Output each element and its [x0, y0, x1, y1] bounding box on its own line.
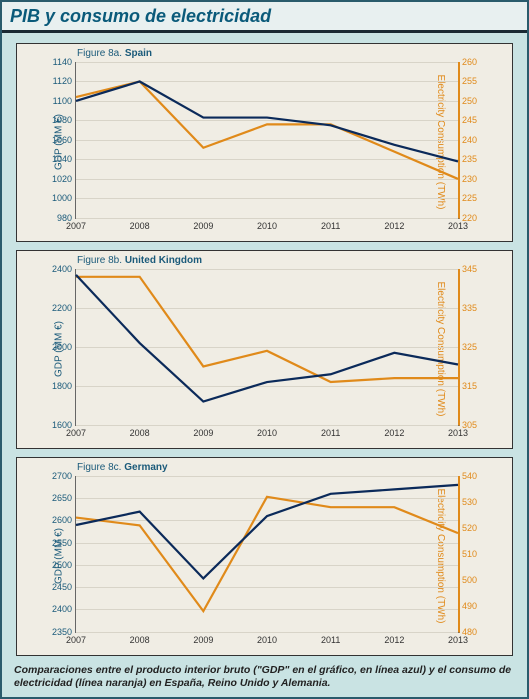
y-left-tick: 2450 [52, 582, 72, 592]
y-right-tick: 325 [462, 342, 477, 352]
line-layer [76, 269, 458, 425]
x-tick: 2011 [321, 428, 340, 438]
plot-area: 9801000102010401060108011001120114022022… [75, 62, 460, 219]
y-right-tick: 500 [462, 575, 477, 585]
y-left-tick: 1140 [53, 57, 72, 67]
x-tick: 2010 [257, 635, 277, 645]
y-left-tick: 1100 [53, 96, 72, 106]
chart-spain: Figure 8a. SpainGDP (MM €)Electricity Co… [16, 43, 513, 242]
y-left-tick: 2400 [52, 264, 72, 274]
y-left-tick: 1060 [52, 135, 72, 145]
charts-container: Figure 8a. SpainGDP (MM €)Electricity Co… [2, 33, 527, 660]
x-tick: 2007 [66, 428, 86, 438]
x-tick: 2013 [448, 635, 468, 645]
y-right-tick: 315 [462, 381, 477, 391]
y-right-tick: 245 [462, 115, 477, 125]
y-right-tick: 255 [462, 76, 477, 86]
y-left-tick: 2700 [52, 471, 72, 481]
plot-area: 2350240024502500255026002650270048049050… [75, 476, 460, 633]
line-layer [76, 62, 458, 218]
y-left-tick: 2000 [52, 342, 72, 352]
x-tick: 2009 [193, 428, 213, 438]
elec-line [76, 81, 458, 178]
y-left-tick: 2650 [52, 493, 72, 503]
x-tick: 2008 [130, 635, 150, 645]
gridline [76, 632, 458, 633]
plot-area: 1600180020002200240030531532533534520072… [75, 269, 460, 426]
y-left-tick: 1120 [53, 76, 72, 86]
x-tick: 2013 [448, 221, 468, 231]
chart-germany: Figure 8c. GermanyGDP (MM €)Electricity … [16, 457, 513, 656]
x-tick: 2007 [66, 221, 86, 231]
y-left-tick: 1800 [52, 381, 72, 391]
x-tick: 2008 [130, 428, 150, 438]
x-tick: 2013 [448, 428, 468, 438]
gridline [76, 218, 458, 219]
y-right-tick: 235 [462, 154, 477, 164]
line-layer [76, 476, 458, 632]
y-left-tick: 1080 [52, 115, 72, 125]
elec-line [76, 277, 458, 382]
chart-uk: Figure 8b. United KingdomGDP (MM €)Elect… [16, 250, 513, 449]
x-tick: 2009 [193, 635, 213, 645]
y-right-tick: 490 [462, 601, 477, 611]
figure-page: PIB y consumo de electricidad Figure 8a.… [0, 0, 529, 699]
y-right-tick: 510 [462, 549, 477, 559]
x-tick: 2007 [66, 635, 86, 645]
y-right-tick: 260 [462, 57, 477, 67]
y-right-tick: 240 [462, 135, 477, 145]
gridline [76, 425, 458, 426]
x-tick: 2012 [384, 635, 404, 645]
y-left-tick: 1040 [52, 154, 72, 164]
y-left-tick: 2500 [52, 560, 72, 570]
title-bar: PIB y consumo de electricidad [2, 2, 527, 33]
x-tick: 2008 [130, 221, 150, 231]
x-tick: 2011 [321, 635, 340, 645]
y-right-tick: 225 [462, 193, 477, 203]
gdp-line [76, 275, 458, 402]
gdp-line [76, 81, 458, 161]
figure-label: Figure 8b. United Kingdom [77, 255, 202, 266]
figure-label: Figure 8c. Germany [77, 462, 168, 473]
x-tick: 2012 [384, 221, 404, 231]
y-right-tick: 250 [462, 96, 477, 106]
x-tick: 2010 [257, 221, 277, 231]
y-right-tick: 335 [462, 303, 477, 313]
y-right-tick: 540 [462, 471, 477, 481]
x-tick: 2012 [384, 428, 404, 438]
x-tick: 2011 [321, 221, 340, 231]
y-left-tick: 1000 [52, 193, 72, 203]
x-tick: 2010 [257, 428, 277, 438]
page-title: PIB y consumo de electricidad [10, 6, 519, 27]
x-tick: 2009 [193, 221, 213, 231]
y-left-tick: 2550 [52, 538, 72, 548]
y-left-tick: 2400 [52, 604, 72, 614]
y-left-tick: 2600 [52, 515, 72, 525]
figure-label: Figure 8a. Spain [77, 48, 152, 59]
y-right-tick: 530 [462, 497, 477, 507]
y-right-tick: 520 [462, 523, 477, 533]
y-left-tick: 1020 [52, 174, 72, 184]
y-left-tick: 2200 [52, 303, 72, 313]
y-right-tick: 230 [462, 174, 477, 184]
y-right-tick: 345 [462, 264, 477, 274]
caption: Comparaciones entre el producto interior… [2, 660, 527, 697]
